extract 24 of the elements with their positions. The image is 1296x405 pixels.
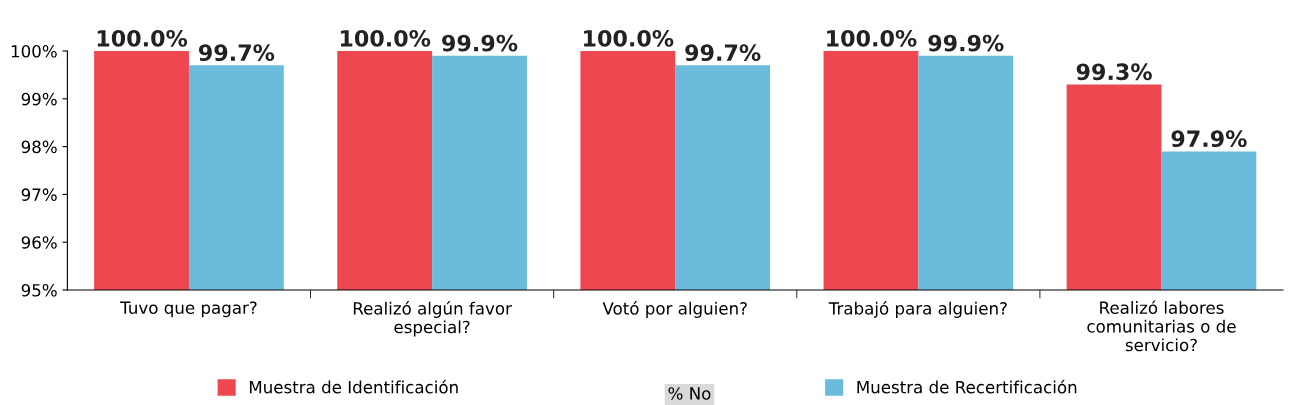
y-tick-label: 96% <box>21 236 57 249</box>
data-label: 100.0% <box>340 29 431 47</box>
data-label: 100.0% <box>584 29 674 47</box>
legend-label: Muestra de Identificación <box>249 379 458 394</box>
data-label: 97.9% <box>1171 130 1247 148</box>
data-label: 99.9% <box>928 34 1004 52</box>
y-tick-label: 97% <box>21 188 57 201</box>
y-tick-label: 95% <box>21 283 57 297</box>
legend-title: % No <box>668 387 711 400</box>
x-tick-label: Realizó algún favor especial? <box>353 301 512 337</box>
y-tick-label: 98% <box>21 140 57 154</box>
x-tick-label: Trabajó para alguien? <box>828 301 1007 318</box>
data-label: 100.0% <box>97 29 188 47</box>
data-label: 100.0% <box>827 29 917 47</box>
data-label: 99.7% <box>685 44 761 62</box>
x-tick-label: Votó por alguien? <box>602 301 747 318</box>
data-label: 99.9% <box>442 34 518 52</box>
y-tick-label: 99% <box>21 92 57 106</box>
x-tick-label: Tuvo que pagar? <box>120 301 257 318</box>
data-label: 99.3% <box>1076 63 1152 81</box>
y-tick-label: 100% <box>11 44 57 58</box>
x-tick-label: Realizó labores comunitarias o de servicio? <box>1087 300 1236 352</box>
legend-label: Muestra de Recertificación <box>857 379 1077 394</box>
data-label: 99.7% <box>198 44 275 62</box>
